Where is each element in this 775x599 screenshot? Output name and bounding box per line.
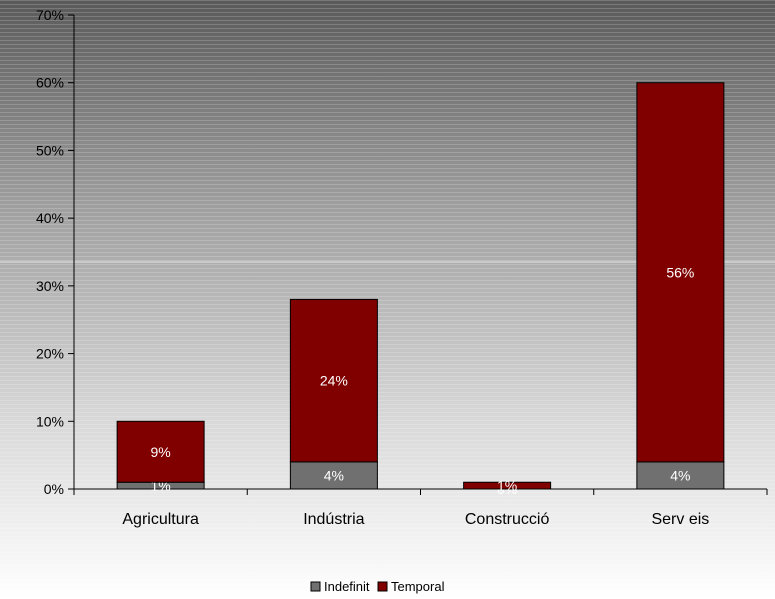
bar-segment-indefinit [289,461,378,490]
y-tick-label: 70% [36,7,64,23]
x-category-label: Serv eis [651,511,709,528]
y-tick-label: 10% [36,413,64,429]
legend-label-temporal: Temporal [391,579,445,594]
y-axis: 0% 10% 20% 30% 40% 50% 60% 70% [36,7,75,497]
legend: Indefinit Temporal [310,579,445,594]
bar-segment-temporal [116,420,205,483]
legend-swatch-indefinit [310,581,321,592]
x-category-label: Indústria [303,511,364,528]
bar-segment-indefinit [636,461,725,490]
y-tick-label: 20% [36,346,64,362]
legend-label-indefinit: Indefinit [324,579,370,594]
y-tick-label: 60% [36,75,64,91]
y-tick-label: 30% [36,278,64,294]
data-label: 4% [670,467,690,483]
bars: 1%9%4%24%0%1%4%56% [116,82,725,497]
data-label: 24% [320,373,348,389]
data-label: 56% [666,264,694,280]
x-category-label: Construcció [465,511,550,528]
y-tick-label: 0% [44,481,64,497]
legend-swatch-temporal [377,581,388,592]
y-tick-label: 50% [36,142,64,158]
bar-segment-temporal [289,298,378,463]
bar-segment-temporal [636,82,725,463]
y-tick-label: 40% [36,210,64,226]
x-category-label: Agricultura [122,511,199,528]
bar-segment-temporal [463,481,552,490]
data-label: 4% [324,467,344,483]
data-label: 9% [151,444,171,460]
data-label: 1% [497,478,517,494]
